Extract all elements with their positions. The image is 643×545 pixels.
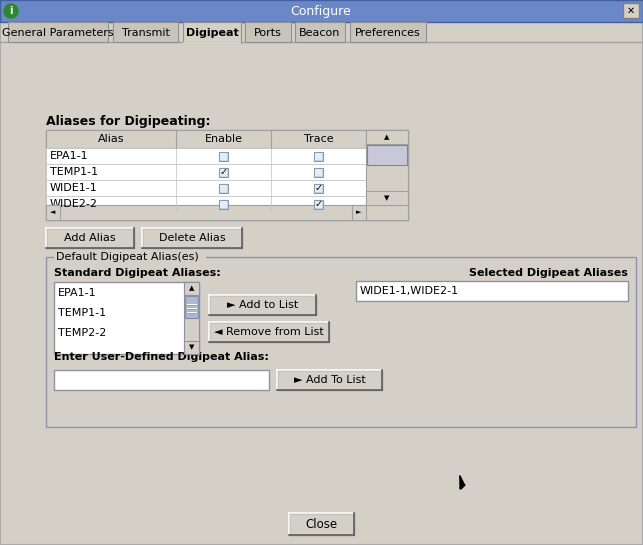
- Bar: [220, 153, 227, 160]
- Text: Delete Alias: Delete Alias: [159, 233, 225, 243]
- Bar: [314, 152, 323, 160]
- Bar: [356, 281, 628, 301]
- Text: ▼: ▼: [385, 195, 390, 201]
- Text: EPA1-1: EPA1-1: [58, 288, 96, 298]
- Bar: [209, 322, 329, 342]
- Bar: [209, 295, 316, 315]
- Text: WIDE1-1: WIDE1-1: [50, 183, 98, 193]
- Text: Transmit: Transmit: [122, 27, 170, 38]
- Text: EPA1-1: EPA1-1: [50, 151, 89, 161]
- Bar: [315, 153, 322, 160]
- Text: TEMP1-1: TEMP1-1: [50, 167, 98, 177]
- Text: ✓: ✓: [219, 167, 228, 178]
- Text: ▼: ▼: [189, 344, 194, 350]
- Bar: [295, 22, 345, 42]
- Text: Standard Digipeat Aliases:: Standard Digipeat Aliases:: [54, 268, 221, 278]
- Text: Selected Digipeat Aliases: Selected Digipeat Aliases: [469, 268, 628, 278]
- Bar: [289, 513, 354, 535]
- Text: i: i: [9, 7, 13, 16]
- Text: Ports: Ports: [254, 27, 282, 38]
- Text: Preferences: Preferences: [355, 27, 421, 38]
- Bar: [219, 199, 228, 209]
- Text: ► Add To List: ► Add To List: [294, 375, 365, 385]
- Text: ✓: ✓: [314, 199, 323, 209]
- Text: ► Add to List: ► Add to List: [227, 300, 298, 310]
- Bar: [220, 185, 227, 191]
- Bar: [46, 228, 134, 248]
- Text: General Parameters: General Parameters: [2, 27, 114, 38]
- Bar: [314, 167, 323, 177]
- Bar: [366, 130, 408, 144]
- Bar: [8, 22, 108, 42]
- Bar: [0, 0, 643, 22]
- Bar: [314, 184, 323, 192]
- Bar: [46, 180, 366, 196]
- Text: ◄ Remove from List: ◄ Remove from List: [214, 327, 324, 337]
- Bar: [46, 196, 366, 212]
- Bar: [0, 0, 643, 22]
- Text: Trace: Trace: [303, 134, 333, 144]
- Bar: [219, 167, 228, 177]
- Bar: [54, 282, 199, 354]
- Bar: [315, 168, 322, 175]
- Bar: [46, 257, 636, 427]
- Text: ✓: ✓: [314, 184, 323, 193]
- Text: Enable: Enable: [204, 134, 242, 144]
- Bar: [367, 145, 407, 165]
- Text: Configure: Configure: [291, 4, 351, 17]
- Text: Close: Close: [305, 518, 338, 530]
- Text: Aliases for Digipeating:: Aliases for Digipeating:: [46, 116, 210, 129]
- Bar: [350, 22, 426, 42]
- Bar: [352, 205, 366, 220]
- Bar: [46, 164, 366, 180]
- Bar: [245, 22, 291, 42]
- Circle shape: [4, 4, 18, 18]
- Bar: [219, 152, 228, 160]
- Bar: [315, 185, 322, 191]
- Text: TEMP2-2: TEMP2-2: [58, 328, 106, 338]
- Bar: [184, 282, 199, 295]
- Bar: [54, 250, 206, 263]
- Bar: [220, 168, 227, 175]
- Text: Digipeat: Digipeat: [186, 27, 239, 38]
- Bar: [277, 370, 382, 390]
- Text: ✕: ✕: [627, 5, 635, 15]
- Bar: [46, 148, 366, 164]
- Bar: [113, 22, 178, 42]
- Bar: [184, 341, 199, 354]
- Bar: [184, 282, 199, 354]
- Polygon shape: [460, 476, 465, 489]
- Text: ▲: ▲: [385, 134, 390, 140]
- Bar: [315, 201, 322, 208]
- Bar: [46, 130, 408, 220]
- Text: Beacon: Beacon: [299, 27, 341, 38]
- Bar: [46, 205, 408, 220]
- Text: Add Alias: Add Alias: [64, 233, 116, 243]
- Bar: [54, 370, 269, 390]
- Text: WIDE2-2: WIDE2-2: [50, 199, 98, 209]
- Bar: [183, 22, 241, 43]
- Text: ▲: ▲: [189, 286, 194, 292]
- Bar: [366, 130, 408, 205]
- Text: Enter User-Defined Digipeat Alias:: Enter User-Defined Digipeat Alias:: [54, 352, 269, 362]
- Text: Alias: Alias: [98, 134, 124, 144]
- Bar: [220, 201, 227, 208]
- Text: WIDE1-1,WIDE2-1: WIDE1-1,WIDE2-1: [360, 286, 459, 296]
- Bar: [185, 296, 198, 318]
- Bar: [46, 205, 60, 220]
- Bar: [46, 130, 366, 148]
- Bar: [623, 3, 639, 18]
- Text: Default Digipeat Alias(es): Default Digipeat Alias(es): [56, 252, 199, 262]
- Text: ◄: ◄: [50, 209, 56, 215]
- Bar: [219, 184, 228, 192]
- Bar: [314, 199, 323, 209]
- Bar: [142, 228, 242, 248]
- Text: ►: ►: [356, 209, 361, 215]
- Bar: [366, 191, 408, 205]
- Text: TEMP1-1: TEMP1-1: [58, 308, 106, 318]
